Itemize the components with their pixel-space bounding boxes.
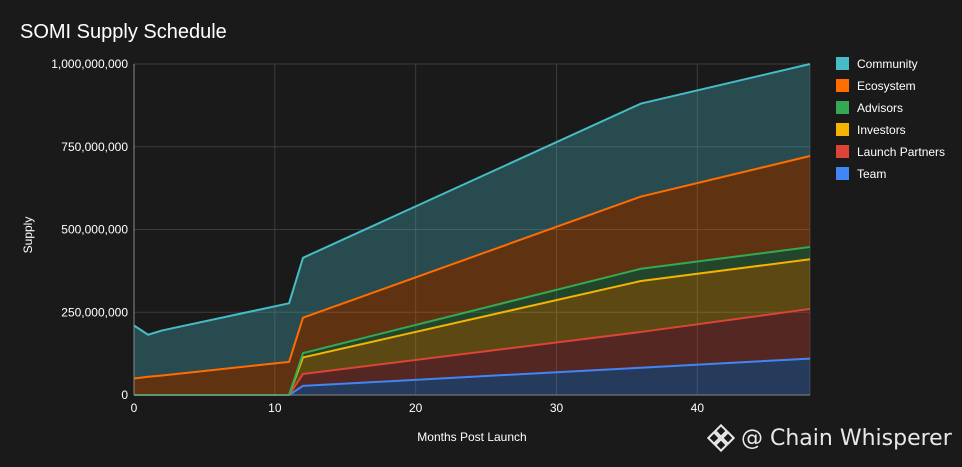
watermark-text: @ Chain Whisperer xyxy=(741,425,952,451)
y-tick-label: 500,000,000 xyxy=(61,223,128,237)
legend-label-investors: Investors xyxy=(857,123,906,137)
legend-swatch-community xyxy=(836,57,849,70)
area-ecosystem xyxy=(134,156,810,395)
legend-label-advisors: Advisors xyxy=(857,101,903,115)
x-tick-label: 10 xyxy=(268,401,282,415)
area-launch-partners xyxy=(134,308,810,395)
legend: Community Ecosystem Advisors Investors Launc… xyxy=(836,57,945,181)
binance-diamond-icon xyxy=(707,424,735,452)
legend-label-launch-partners: Launch Partners xyxy=(857,145,945,159)
area-community xyxy=(134,64,810,379)
legend-label-community: Community xyxy=(857,57,918,71)
legend-swatch-launch-partners xyxy=(836,145,849,158)
legend-label-team: Team xyxy=(857,167,886,181)
watermark: @ Chain Whisperer xyxy=(707,424,952,452)
y-tick-label: 250,000,000 xyxy=(61,305,128,319)
series-line-ecosystem xyxy=(133,155,811,380)
y-axis-title: Supply xyxy=(21,217,35,254)
y-tick-label: 0 xyxy=(121,388,128,402)
axes: 0 10 20 30 40 0 250,000,000 500,000,000 750,000,… xyxy=(51,57,810,415)
x-tick-label: 30 xyxy=(550,401,564,415)
legend-swatch-ecosystem xyxy=(836,79,849,92)
legend-swatch-investors xyxy=(836,123,849,136)
x-tick-label: 20 xyxy=(409,401,423,415)
legend-label-ecosystem: Ecosystem xyxy=(857,79,916,93)
y-tick-label: 1,000,000,000 xyxy=(51,57,128,71)
series-line-community xyxy=(133,63,811,336)
x-tick-label: 40 xyxy=(691,401,705,415)
chart-title: SOMI Supply Schedule xyxy=(20,21,227,43)
x-axis-title: Months Post Launch xyxy=(417,430,526,444)
legend-swatch-team xyxy=(836,167,849,180)
area-investors xyxy=(134,259,810,395)
x-tick-label: 0 xyxy=(131,401,138,415)
area-advisors xyxy=(134,247,810,395)
y-tick-label: 750,000,000 xyxy=(61,140,128,154)
legend-swatch-advisors xyxy=(836,101,849,114)
